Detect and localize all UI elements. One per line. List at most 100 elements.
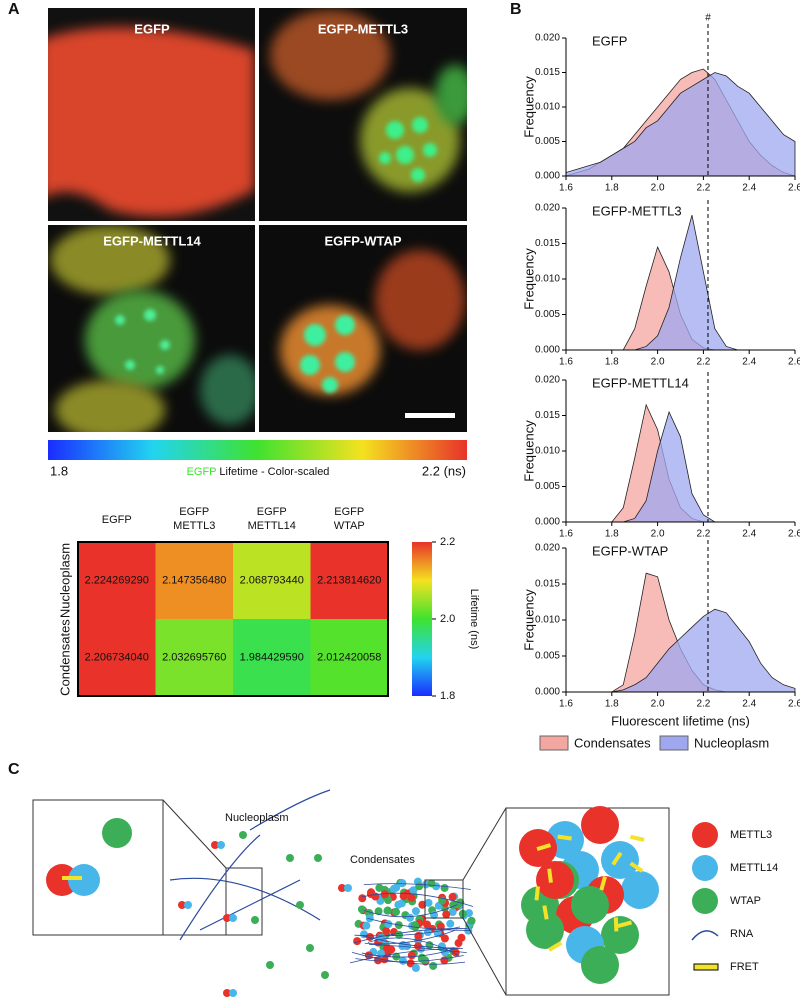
protein xyxy=(440,883,449,892)
protein xyxy=(601,841,639,879)
heat-cell xyxy=(233,619,311,696)
y-tick-label: 0.015 xyxy=(535,410,560,421)
x-tick-label: 2.0 xyxy=(651,529,665,540)
mettl14 xyxy=(68,864,100,896)
protein xyxy=(442,910,451,919)
protein xyxy=(392,883,401,892)
y-tick-label: 0.010 xyxy=(535,446,560,457)
histogram-area xyxy=(565,72,796,177)
microscopy-grid: EGFP EGFP-METTL3 EGFP-METTL14 EGFP-WTAP xyxy=(48,8,467,432)
image-label: EGFP-METTL3 xyxy=(318,21,408,36)
rna xyxy=(353,928,468,944)
x-tick-label: 2.0 xyxy=(651,183,665,194)
y-tick-label: 0.005 xyxy=(535,136,560,147)
wtap xyxy=(102,818,132,848)
legend-swatch xyxy=(539,735,569,751)
x-tick-label: 2.2 xyxy=(696,529,710,540)
y-tick-label: 0.005 xyxy=(535,309,560,320)
mettl3 xyxy=(223,989,231,997)
fret xyxy=(629,861,644,873)
cell-value: 2.068793440 xyxy=(240,574,304,586)
heatmap-border xyxy=(77,541,389,697)
protein xyxy=(467,916,476,925)
rna xyxy=(362,935,460,949)
y-tick-label: 0.000 xyxy=(535,687,560,698)
legend-label: Nucleoplasm xyxy=(694,735,769,750)
protein xyxy=(407,893,416,902)
image-label: EGFP-METTL14 xyxy=(103,233,201,248)
protein xyxy=(358,894,367,903)
column-label: EGFP xyxy=(102,514,132,526)
colorbar-title: Lifetime (ns) xyxy=(468,589,480,650)
legend-label: Condensates xyxy=(574,735,651,750)
y-axis-label: Frequency xyxy=(521,248,536,310)
mettl14 xyxy=(217,841,225,849)
legend-swatch xyxy=(659,735,689,751)
y-axis-label: Frequency xyxy=(521,76,536,138)
protein xyxy=(353,937,362,946)
protein xyxy=(399,892,408,901)
colorbar-tick-label: 2.2 xyxy=(440,536,455,548)
rna xyxy=(361,892,474,907)
column-label: EGFP xyxy=(179,506,209,518)
protein xyxy=(411,964,420,973)
rna xyxy=(363,904,458,918)
x-tick-label: 1.6 xyxy=(559,699,573,710)
y-tick-label: 0.000 xyxy=(535,345,560,356)
fret xyxy=(547,868,553,883)
colorbar-tick-label: 2.0 xyxy=(440,613,455,625)
x-tick-label: 1.8 xyxy=(605,357,619,368)
heat-colorbar xyxy=(412,542,432,696)
x-tick-label: 1.6 xyxy=(559,183,573,194)
histogram-area xyxy=(566,410,795,523)
rna xyxy=(367,917,470,931)
legend-fret xyxy=(693,963,719,971)
protein xyxy=(394,900,403,909)
protein xyxy=(407,951,416,960)
chart-title: EGFP-METTL14 xyxy=(592,375,689,390)
x-tick-label: 2.0 xyxy=(651,357,665,368)
column-label: WTAP xyxy=(334,520,365,532)
legend-wtap xyxy=(692,888,718,914)
protein xyxy=(371,892,380,901)
protein xyxy=(464,909,473,918)
y-tick-label: 0.010 xyxy=(535,615,560,626)
cell-value: 1.984429590 xyxy=(240,651,304,663)
y-tick-label: 0.005 xyxy=(535,651,560,662)
chart-title: EGFP-METTL3 xyxy=(592,203,682,218)
rna xyxy=(369,943,467,954)
protein xyxy=(362,921,371,930)
x-tick-label: 2.2 xyxy=(696,183,710,194)
x-tick-label: 2.0 xyxy=(651,699,665,710)
heat-cell xyxy=(310,619,388,696)
y-tick-label: 0.010 xyxy=(535,274,560,285)
wtap xyxy=(321,971,329,979)
mettl14 xyxy=(229,914,237,922)
column-label: EGFP xyxy=(257,506,287,518)
mettl3 xyxy=(223,914,231,922)
protein xyxy=(446,919,455,928)
protein xyxy=(427,879,436,888)
protein xyxy=(383,906,392,915)
y-tick-label: 0.020 xyxy=(535,375,560,386)
protein xyxy=(581,946,619,984)
region-label: Condensates xyxy=(350,854,415,866)
mettl3 xyxy=(211,841,219,849)
fret xyxy=(630,834,645,842)
protein xyxy=(374,907,383,916)
wtap xyxy=(296,901,304,909)
histograms: 0.000 0.005 0.010 0.015 0.020 1.6 1.8 2.0 2.2 2.4… xyxy=(521,13,800,751)
colorbar-title-text: Lifetime - Color-scaled xyxy=(219,466,329,478)
reference-label: # xyxy=(705,13,711,24)
heat-cell xyxy=(233,542,311,619)
image-label: EGFP xyxy=(134,21,170,36)
fret xyxy=(599,876,607,891)
protein xyxy=(621,871,659,909)
chart-title: EGFP xyxy=(592,33,627,48)
protein xyxy=(601,916,639,954)
cell-value: 2.012420058 xyxy=(317,651,381,663)
column-label: EGFP xyxy=(334,506,364,518)
x-tick-label: 2.6 xyxy=(788,357,800,368)
cell-value: 2.213814620 xyxy=(317,574,381,586)
panel-label: B xyxy=(510,1,522,18)
